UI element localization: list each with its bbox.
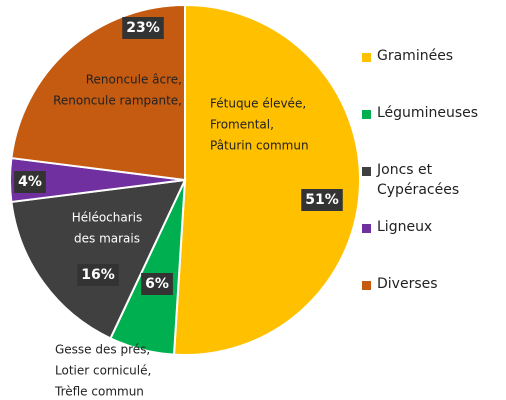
slice-note: des marais <box>74 232 140 246</box>
legend: Graminées Légumineuses Joncs et Cypéracées… <box>362 48 506 333</box>
legend-item: Légumineuses <box>362 105 506 162</box>
legend-label: Diverses <box>377 276 438 292</box>
value-label-bg <box>301 189 343 211</box>
value-label-bg <box>141 273 173 295</box>
legend-item: Joncs et Cypéracées <box>362 162 506 219</box>
chart: 51% 6% 16% 4% 23% Fétuque élevée, Fromental, Pâ… <box>9 3 360 399</box>
slice-note: Pâturin commun <box>210 139 309 153</box>
legend-swatch <box>362 224 371 233</box>
legend-swatch <box>362 281 371 290</box>
value-label-bg <box>77 264 119 286</box>
value-label: 4% <box>18 174 42 190</box>
pie-slice <box>172 3 360 356</box>
legend-swatch <box>362 167 371 176</box>
slice-note: Trèfle commun <box>54 385 144 399</box>
legend-label: Joncs et Cypéracées <box>377 162 460 198</box>
value-label: 16% <box>81 267 115 283</box>
legend-item: Graminées <box>362 48 506 105</box>
value-label: 6% <box>145 276 169 292</box>
slice-note: Fromental, <box>210 118 274 132</box>
pie-slice <box>10 178 187 340</box>
slice-note: Héléocharis <box>72 211 143 225</box>
pie-slice <box>10 3 186 182</box>
legend-swatch <box>362 53 371 62</box>
value-label-bg <box>122 17 164 39</box>
value-label: 23% <box>126 20 160 36</box>
slice-note: Renoncule âcre, <box>86 73 182 87</box>
value-label-bg <box>14 171 46 193</box>
legend-label: Graminées <box>377 48 454 64</box>
legend-item: Ligneux <box>362 219 506 276</box>
legend-label: Légumineuses <box>377 105 479 121</box>
slice-note: Renoncule rampante, <box>53 94 182 108</box>
slice-note: Lotier corniculé, <box>55 364 151 378</box>
legend-item: Diverses <box>362 276 506 333</box>
value-label: 51% <box>305 192 339 208</box>
legend-swatch <box>362 110 371 119</box>
slice-note: Fétuque élevée, <box>210 97 306 111</box>
slice-note: Gesse des prés, <box>55 343 150 357</box>
legend-label: Ligneux <box>377 219 433 235</box>
